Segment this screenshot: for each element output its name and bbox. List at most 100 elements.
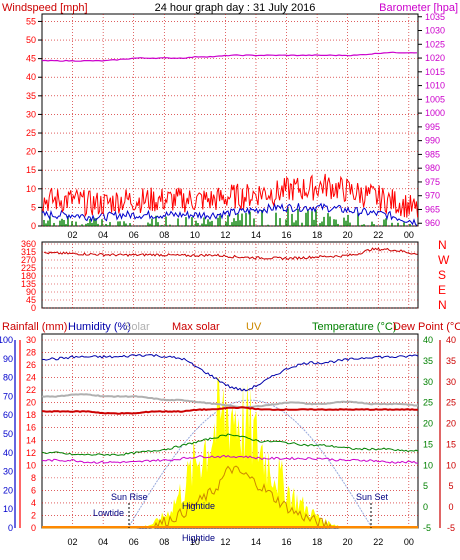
compass-label: N (438, 238, 447, 252)
windspeed-tick-label: 40 (26, 72, 36, 82)
windspeed-tick-label: 0 (31, 221, 36, 231)
dewpoint-tick-label: 0 (448, 502, 453, 512)
wind-average-line (41, 202, 418, 226)
rain-tick-label: 6 (31, 485, 36, 495)
legend-max-solar: Max solar (172, 321, 220, 333)
dewpoint-tick-label: 20 (446, 419, 456, 429)
legend-dew-point: Dew Point (°C) (393, 321, 460, 333)
dewpoint-tick-label: 10 (446, 460, 456, 470)
windspeed-axis-label: Windspeed [mph] (2, 2, 88, 14)
solar-area (42, 377, 418, 528)
wind-x-ticks: 02 04 06 08 10 12 14 16 18 20 22 00 (68, 230, 414, 240)
wind-x-tick-label: 00 (404, 230, 414, 240)
climate-x-tick-label: 16 (282, 537, 292, 547)
windspeed-tick-label: 10 (26, 184, 36, 194)
windspeed-tick-label: 5 (31, 202, 36, 212)
barometer-tick-label: 1000 (425, 108, 445, 118)
max-solar-curve (127, 399, 372, 529)
rain-tick-label: 0 (31, 523, 36, 533)
wind-x-tick-label: 10 (190, 230, 200, 240)
humidity-tick-label: 60 (3, 410, 13, 420)
direction-tick-label: 225 (21, 263, 36, 273)
direction-series (43, 247, 418, 261)
climate-x-tick-label: 06 (129, 537, 139, 547)
wind-x-tick-label: 14 (251, 230, 261, 240)
barometer-tick-label: 970 (425, 191, 440, 201)
barometer-tick-label: 985 (425, 149, 440, 159)
temperature-tick-label: -5 (423, 523, 431, 533)
barometer-tick-label: 1010 (425, 81, 445, 91)
legend-rainfall: Rainfall (mm) (2, 321, 67, 333)
humidity-tick-label: 70 (3, 391, 13, 401)
windspeed-tick-label: 35 (26, 91, 36, 101)
dewpoint-line (41, 454, 419, 464)
solar-gray-line (41, 393, 419, 409)
barometer-tick-label: 990 (425, 136, 440, 146)
rain-tick-label: 28 (26, 348, 36, 358)
direction-tick-label: 90 (26, 287, 36, 297)
windspeed-tick-label: 20 (26, 147, 36, 157)
dewpoint-tick-label: 35 (446, 356, 456, 366)
wind-x-tick-label: 02 (68, 230, 78, 240)
dewpoint-tick-label: 25 (446, 398, 456, 408)
dewpoint-tick-label: 30 (446, 377, 456, 387)
barometer-tick-label: 995 (425, 122, 440, 132)
barometer-tick-label: 1015 (425, 67, 445, 77)
temperature-tick-label: 20 (423, 419, 433, 429)
climate-x-tick-label: 04 (98, 537, 108, 547)
max-solar-line (41, 406, 419, 415)
climate-x-tick-label: 12 (220, 537, 230, 547)
wind-x-tick-label: 22 (373, 230, 383, 240)
compass-label: N (438, 298, 447, 312)
legend-solar: Solar (124, 321, 150, 333)
legend-uv: UV (246, 321, 262, 333)
barometer-tick-label: 1005 (425, 94, 445, 104)
rain-tick-label: 12 (26, 448, 36, 458)
climate-x-tick-label: 18 (312, 537, 322, 547)
humidity-ticks: 0 10 20 30 40 50 60 70 80 90 100 (0, 335, 16, 533)
rain-tick-label: 22 (26, 385, 36, 395)
climate-x-ticks: 02 04 06 08 10 12 14 16 18 20 22 00 (68, 537, 414, 547)
barometer-axis-label: Barometer [hpa] (379, 2, 458, 14)
humidity-tick-label: 80 (3, 373, 13, 383)
windspeed-tick-label: 45 (26, 54, 36, 64)
windspeed-tick-label: 30 (26, 109, 36, 119)
rain-tick-label: 24 (26, 373, 36, 383)
dewpoint-tick-label: 5 (448, 481, 453, 491)
windspeed-ticks: 0 5 10 15 20 25 30 35 40 45 50 55 (26, 16, 42, 231)
windspeed-tick-label: 55 (26, 16, 36, 26)
direction-tick-label: 45 (26, 295, 36, 305)
wind-x-tick-label: 12 (220, 230, 230, 240)
temperature-tick-label: 30 (423, 377, 433, 387)
barometer-tick-label: 965 (425, 204, 440, 214)
humidity-line (41, 353, 419, 392)
humidity-tick-label: 100 (0, 335, 13, 345)
climate-x-tick-label: 20 (343, 537, 353, 547)
humidity-tick-label: 0 (8, 523, 13, 533)
legend-humidity: Humidity (%) (68, 321, 131, 333)
rain-tick-label: 20 (26, 398, 36, 408)
rain-tick-label: 2 (31, 510, 36, 520)
dewpoint-tick-label: 15 (446, 439, 456, 449)
chart-title: 24 hour graph day : 31 July 2016 (155, 2, 316, 14)
wind-x-tick-label: 18 (312, 230, 322, 240)
compass-label: S (438, 268, 446, 282)
direction-tick-label: 360 (21, 239, 36, 249)
barometer-tick-label: 975 (425, 177, 440, 187)
rain-tick-label: 8 (31, 473, 36, 483)
windspeed-tick-label: 50 (26, 35, 36, 45)
temperature-line (41, 433, 419, 456)
climate-series (41, 353, 419, 530)
rain-tick-label: 18 (26, 410, 36, 420)
climate-x-tick-label: 08 (159, 537, 169, 547)
wind-grid (42, 14, 418, 227)
temperature-tick-label: 40 (423, 335, 433, 345)
dewpoint-tick-label: 40 (446, 335, 456, 345)
temperature-tick-label: 25 (423, 398, 433, 408)
temperature-tick-label: 35 (423, 356, 433, 366)
direction-tick-label: 315 (21, 247, 36, 257)
barometer-tick-label: 980 (425, 163, 440, 173)
